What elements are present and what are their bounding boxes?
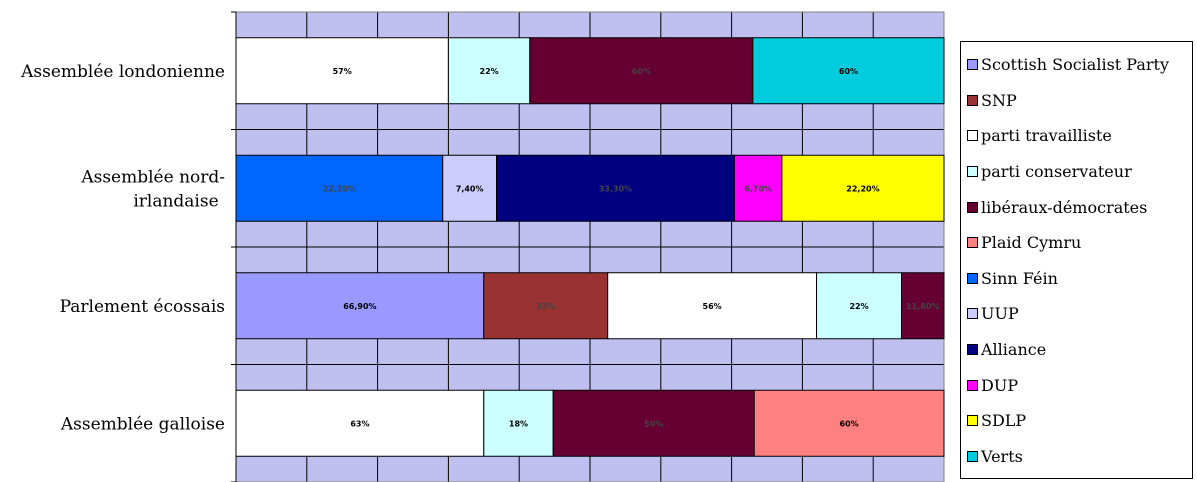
legend-item: SDLP [967,403,1192,439]
legend-item: Alliance [967,332,1192,368]
legend-item: DUP [967,367,1192,403]
legend-label: libéraux-démocrates [981,197,1148,217]
bar-segment [752,37,945,105]
legend-swatch [967,166,978,178]
bar-segment [235,37,449,105]
legend-label: Verts [981,446,1023,466]
legend-item: parti conservateur [967,154,1192,190]
data-label: 11,80% [906,302,939,311]
data-label: 60% [840,419,859,428]
data-label: 60% [839,67,858,76]
legend-swatch [967,308,978,320]
category-label: Assemblée nord-irlandaise [80,167,225,211]
bar-segment [483,389,554,457]
data-label: 63% [350,419,369,428]
bar-segment [816,272,903,340]
legend-item: SNP [967,83,1192,119]
legend-swatch [967,450,978,462]
chart-legend: Scottish Socialist Party SNP parti travail… [960,41,1193,479]
legend-label: parti travailliste [981,126,1112,146]
data-label: 56% [703,302,722,311]
bar-segment [901,272,945,340]
data-label: 22,20% [323,184,356,193]
bar-segment [483,272,609,340]
legend-swatch [967,415,978,427]
legend-item: Sinn Féin [967,261,1192,297]
legend-swatch [967,344,978,356]
bar-segment [781,154,945,222]
data-label: 33% [536,302,555,311]
data-label: 22% [480,67,499,76]
legend-swatch [967,237,978,249]
data-label: 7,40% [456,184,484,193]
legend-swatch [967,379,978,391]
legend-swatch [967,272,978,284]
bar-segment [529,37,754,105]
legend-label: Plaid Cymru [981,233,1082,253]
legend-label: UUP [981,304,1019,324]
stacked-bar-chart: Assemblée londonienne Assemblée nord-irla… [20,11,945,482]
legend-swatch [967,59,978,71]
category-label: Assemblée galloise [60,414,225,434]
data-label: 22% [849,302,868,311]
legend-item: libéraux-démocrates [967,189,1192,225]
data-label: 60% [632,67,651,76]
category-label: Assemblée londonienne [20,62,225,82]
legend-label: DUP [981,375,1019,395]
legend-item: parti travailliste [967,118,1192,154]
legend-label: Sinn Féin [981,268,1058,288]
bar-segment [496,154,735,222]
data-label: 18% [509,419,528,428]
bar-segment [447,37,531,105]
legend-item: Scottish Socialist Party [967,47,1192,83]
bar-segment [235,154,444,222]
category-label: Parlement écossais [60,297,225,317]
legend-label: Alliance [981,340,1047,360]
data-label: 22,20% [846,184,879,193]
bar-segment [733,154,783,222]
legend-item: UUP [967,296,1192,332]
legend-swatch [967,201,978,213]
legend-label: SNP [981,90,1017,110]
legend-swatch [967,94,978,106]
bar-segment [235,389,485,457]
legend-swatch [967,130,978,142]
bar-segment [753,389,945,457]
bar-segment [235,272,485,340]
legend-label: parti conservateur [981,162,1132,182]
data-label: 57% [333,67,352,76]
legend-item: Plaid Cymru [967,225,1192,261]
bar-segment [442,154,498,222]
data-label: 33,30% [599,184,632,193]
legend-item: Verts [967,439,1192,475]
legend-label: SDLP [981,411,1027,431]
data-label: 50% [644,419,663,428]
data-label: 6,70% [744,184,772,193]
legend-label: Scottish Socialist Party [981,55,1170,75]
data-label: 66,90% [343,302,376,311]
bar-segment [607,272,818,340]
